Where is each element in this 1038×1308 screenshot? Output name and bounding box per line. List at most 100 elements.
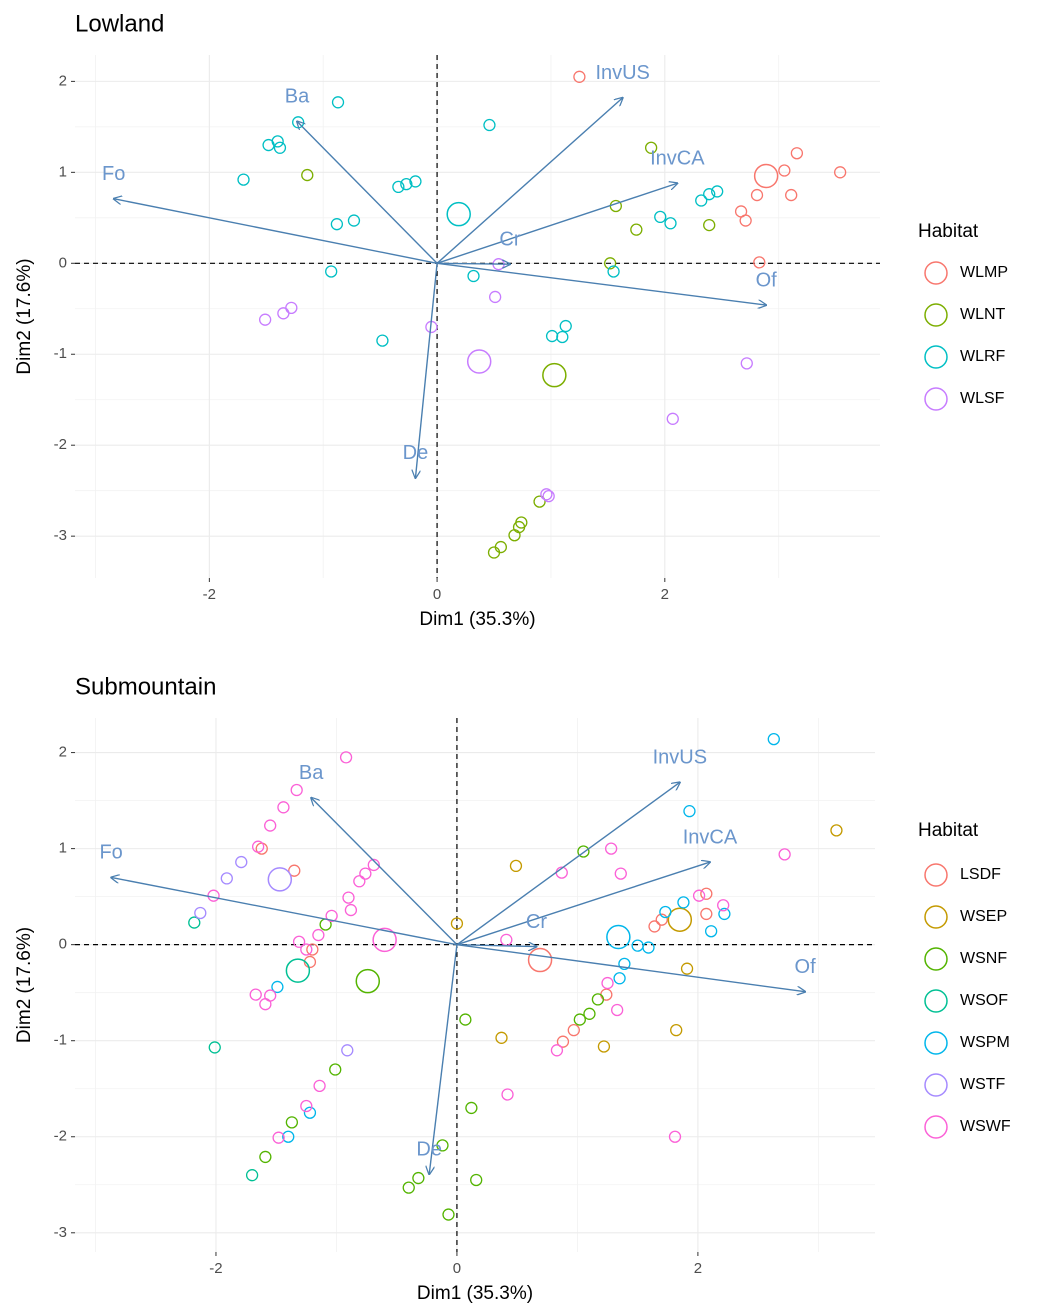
point [367, 858, 380, 872]
y-axis-title: Dim2 (17.6%) [14, 927, 35, 1043]
point [188, 916, 201, 929]
point [611, 1003, 624, 1017]
chart-title: Lowland [75, 10, 164, 37]
centroid [355, 968, 381, 994]
point [501, 1088, 514, 1101]
point [207, 889, 220, 902]
point [409, 175, 422, 188]
point [292, 935, 306, 948]
chart-title: Submountain [75, 673, 216, 700]
point [325, 909, 338, 922]
point [573, 70, 586, 83]
point [833, 166, 847, 179]
point [258, 313, 272, 326]
point [470, 1173, 483, 1187]
point [567, 1023, 580, 1037]
legend-key [924, 905, 948, 929]
point [494, 540, 507, 554]
point [654, 210, 667, 224]
legend-label: WLRF [960, 348, 1006, 365]
arrow-label: Of [795, 956, 817, 978]
point [607, 265, 620, 278]
point [785, 188, 798, 202]
loading-arrow [429, 944, 458, 1175]
point [277, 801, 290, 814]
y-tick-label: 1 [59, 840, 67, 857]
loading-arrow [456, 782, 680, 946]
arrow-label: InvUS [653, 747, 707, 769]
y-axis-title: Dim2 (17.6%) [14, 258, 35, 374]
point [644, 141, 658, 154]
arrow-label: Ba [285, 86, 310, 108]
point [347, 214, 361, 227]
x-axis-title: Dim1 (35.3%) [419, 609, 535, 630]
loading-arrow [456, 862, 710, 946]
point [271, 135, 284, 148]
point [436, 1139, 449, 1152]
point [700, 887, 713, 900]
point [597, 1040, 611, 1053]
loading-arrow [437, 263, 510, 264]
point [249, 988, 262, 1001]
centroid [285, 958, 311, 983]
centroid [753, 163, 779, 189]
point [614, 867, 627, 880]
point [750, 188, 764, 202]
point [330, 218, 344, 231]
point [700, 907, 713, 921]
point [392, 180, 405, 194]
legend-label: WLMP [960, 264, 1008, 281]
legend-label: WSOF [960, 992, 1008, 1009]
legend-key [924, 863, 948, 887]
legend-label: WSWF [960, 1118, 1011, 1135]
point [277, 307, 290, 320]
point [618, 957, 631, 971]
legend-label: WSPM [960, 1034, 1010, 1051]
point [600, 988, 613, 1001]
point [220, 872, 233, 885]
y-tick-label: 1 [59, 163, 67, 180]
point [573, 1013, 586, 1026]
point [208, 1041, 221, 1054]
point [540, 488, 553, 501]
point [556, 330, 569, 344]
point [704, 925, 718, 938]
y-tick-label: 2 [59, 72, 67, 89]
point [533, 495, 546, 508]
x-tick-label: -2 [209, 1260, 222, 1277]
point [718, 907, 731, 921]
point [488, 290, 502, 304]
y-tick-label: 2 [59, 744, 67, 761]
arrow-label: InvUS [595, 62, 649, 84]
point [666, 412, 679, 425]
y-tick-label: -2 [54, 436, 67, 453]
point [312, 928, 325, 942]
legend-key [924, 1031, 948, 1055]
point [245, 1169, 259, 1182]
point [655, 913, 668, 926]
centroid [667, 907, 693, 932]
point [285, 1116, 299, 1129]
loading-arrow [436, 262, 766, 305]
legend-key [924, 345, 948, 369]
y-tick-label: -3 [54, 1224, 67, 1241]
point [668, 1130, 682, 1143]
point [670, 1023, 683, 1037]
point [306, 943, 319, 956]
point [695, 194, 708, 207]
point [288, 864, 301, 877]
loading-arrow [311, 798, 458, 946]
y-tick-label: -2 [54, 1128, 67, 1145]
point [603, 257, 617, 270]
x-axis-title: Dim1 (35.3%) [417, 1283, 533, 1304]
point [331, 96, 345, 109]
point [642, 941, 655, 954]
point [465, 1101, 478, 1115]
point [467, 269, 480, 283]
point [264, 989, 277, 1002]
loading-arrow [415, 263, 438, 478]
point [272, 1131, 285, 1144]
point [648, 920, 661, 933]
point [508, 529, 521, 542]
point [550, 1044, 564, 1057]
